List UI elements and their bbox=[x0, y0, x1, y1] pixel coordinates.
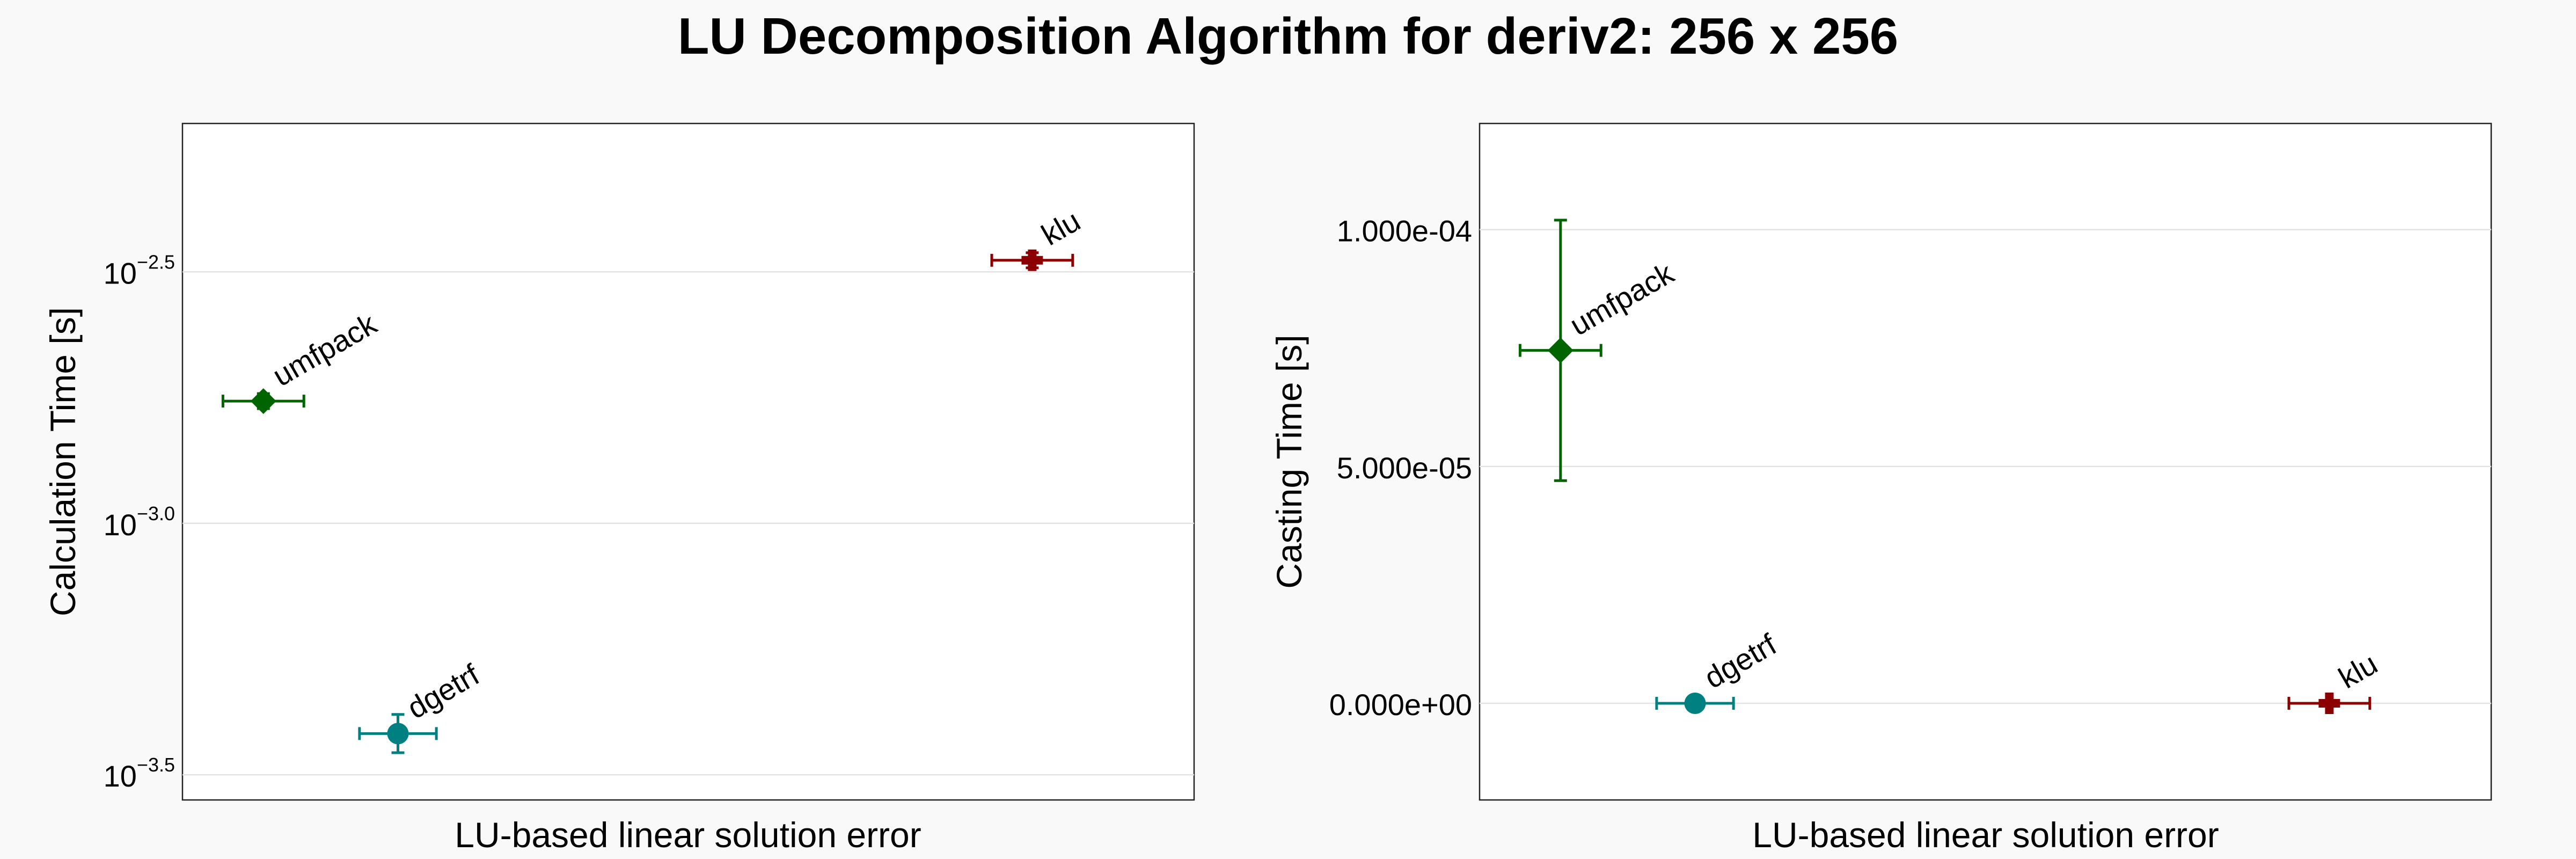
y-tick-label: 5.000e-05 bbox=[1337, 451, 1472, 485]
plot-area bbox=[1479, 122, 2492, 801]
y-tick-label: 10−3.5 bbox=[104, 754, 175, 793]
tick-base: 10 bbox=[104, 508, 137, 542]
cross-marker bbox=[2318, 693, 2340, 714]
tick-exponent: −3.0 bbox=[137, 503, 175, 525]
diamond-marker bbox=[250, 388, 276, 414]
y-axis-label: Calculation Time [s] bbox=[43, 307, 83, 616]
y-ticks: 1.000e-04 5.000e-05 0.000e+00 bbox=[1329, 214, 1472, 722]
y-axis-label: Casting Time [s] bbox=[1269, 334, 1309, 588]
plot-area bbox=[181, 122, 1195, 801]
chart-title: LU Decomposition Algorithm for deriv2: 2… bbox=[678, 8, 1898, 65]
cross-marker bbox=[1021, 249, 1043, 271]
tick-exponent: −2.5 bbox=[137, 251, 175, 273]
y-tick-label: 10−3.0 bbox=[104, 503, 175, 542]
diamond-marker bbox=[1547, 337, 1574, 363]
circle-marker bbox=[387, 723, 409, 745]
casting-time-panel: Casting Time [s] LU-based linear solutio… bbox=[1269, 122, 2492, 855]
tick-base: 10 bbox=[104, 759, 137, 793]
calculation-time-panel: Calculation Time [s] LU-based linear sol… bbox=[43, 122, 1195, 855]
circle-marker bbox=[1684, 693, 1706, 714]
y-tick-label: 10−2.5 bbox=[104, 251, 175, 290]
tick-exponent: −3.5 bbox=[137, 754, 175, 776]
x-axis-label: LU-based linear solution error bbox=[455, 815, 921, 855]
y-tick-label: 0.000e+00 bbox=[1329, 688, 1472, 722]
gridlines bbox=[182, 271, 1194, 776]
x-axis-label: LU-based linear solution error bbox=[1752, 815, 2219, 855]
y-ticks: 10−2.510−3.010−3.5 bbox=[104, 251, 175, 793]
tick-base: 10 bbox=[104, 256, 137, 290]
y-tick-label: 1.000e-04 bbox=[1337, 214, 1472, 248]
